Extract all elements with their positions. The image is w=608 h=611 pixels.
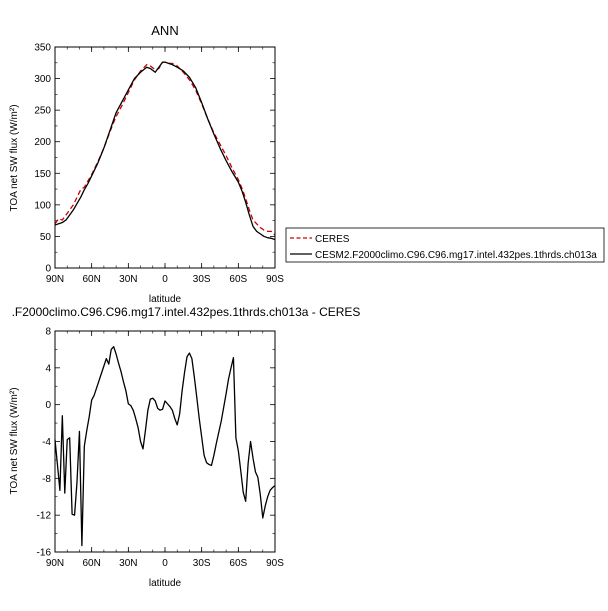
chart-title: .F2000climo.C96.C96.mg17.intel.432pes.1t… [12, 305, 361, 319]
series-line-1 [54, 61, 276, 241]
plot-frame [54, 46, 276, 269]
legend-box [285, 227, 605, 263]
y-tick-label: -12 [37, 511, 52, 522]
y-tick-label: 0 [45, 264, 51, 275]
axis-ticks: 90N 60N 30N 0 30S 60S 90S 0 50 100 150 200 250 300 350 [34, 43, 284, 286]
y-tick-label: 4 [45, 363, 51, 374]
y-axis-label: TOA net SW flux (W/m²) [9, 387, 20, 494]
x-tick-label: 90S [266, 558, 284, 569]
x-tick-label: 90S [266, 274, 284, 285]
climatology-panel: ANN TOA net SW flux (W/m²) latitude 90N 6… [9, 23, 284, 305]
y-axis-label: TOA net SW flux (W/m²) [9, 104, 20, 211]
y-tick-label: 350 [34, 43, 51, 54]
legend-label-model: CESM2.F2000climo.C96.C96.mg17.intel.432p… [315, 250, 597, 261]
chart-title: ANN [151, 23, 178, 38]
y-tick-label: 250 [34, 106, 51, 117]
y-tick-label: 300 [34, 74, 51, 85]
x-tick-label: 30N [119, 558, 137, 569]
difference-panel: .F2000climo.C96.C96.mg17.intel.432pes.1t… [9, 305, 360, 589]
x-tick-label: 90N [46, 558, 64, 569]
series-group [54, 345, 276, 547]
series-group [54, 61, 276, 241]
series-line-0 [54, 345, 276, 547]
legend-label-ceres: CERES [315, 234, 350, 245]
y-tick-label: 8 [45, 327, 51, 338]
x-tick-label: 90N [46, 274, 64, 285]
x-tick-label: 30S [193, 558, 211, 569]
x-tick-label: 0 [162, 558, 168, 569]
x-tick-label: 60S [229, 558, 247, 569]
x-tick-label: 30N [119, 274, 137, 285]
x-tick-label: 60N [82, 558, 100, 569]
x-tick-label: 60N [82, 274, 100, 285]
y-tick-label: 200 [34, 137, 51, 148]
plot-frame [54, 330, 276, 553]
x-axis-label: latitude [149, 294, 182, 305]
y-tick-label: 0 [45, 400, 51, 411]
series-line-0 [54, 61, 276, 236]
legend: CERES CESM2.F2000climo.C96.C96.mg17.inte… [285, 227, 605, 263]
y-tick-label: 100 [34, 200, 51, 211]
x-tick-label: 60S [229, 274, 247, 285]
y-tick-label: -16 [37, 548, 52, 559]
axis-ticks: 90N 60N 30N 0 30S 60S 90S -16 -12 -8 -4 0 4 8 [37, 327, 285, 570]
x-tick-label: 30S [193, 274, 211, 285]
x-axis-label: latitude [149, 578, 182, 589]
y-tick-label: 150 [34, 169, 51, 180]
y-tick-label: -4 [42, 437, 51, 448]
x-tick-label: 0 [162, 274, 168, 285]
y-tick-label: 50 [40, 232, 52, 243]
y-tick-label: -8 [42, 474, 51, 485]
